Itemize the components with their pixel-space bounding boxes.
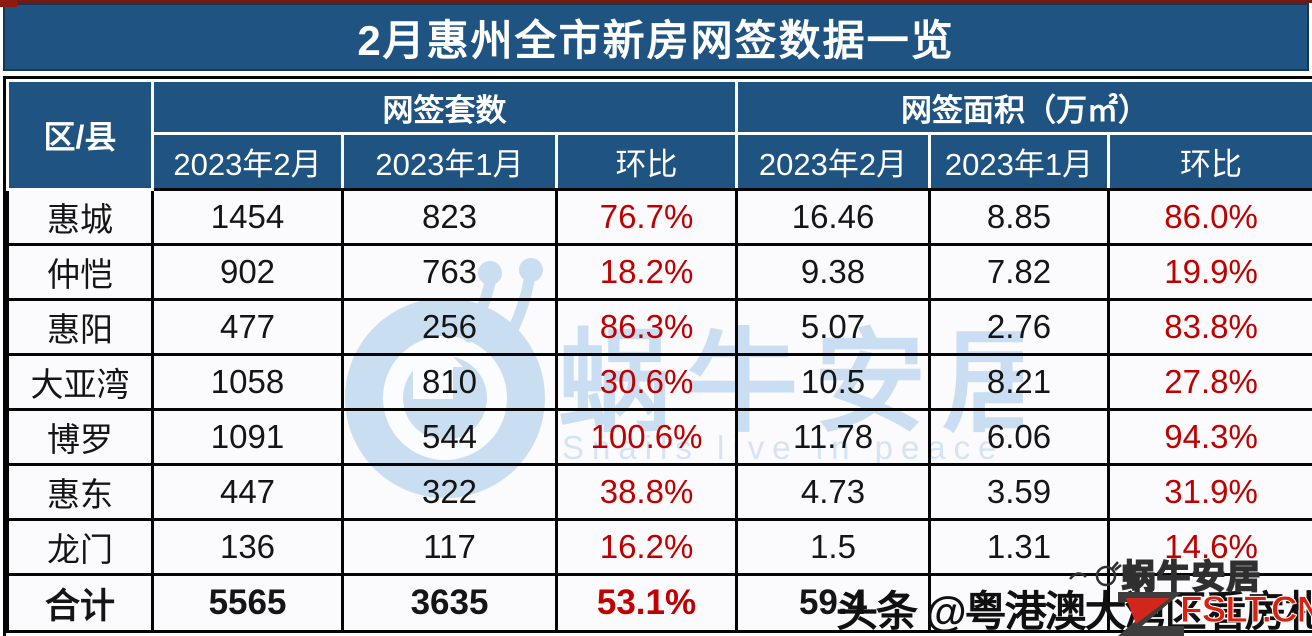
cell-area-jan: 6.06 bbox=[928, 408, 1111, 466]
cell-area-feb: 5.07 bbox=[735, 298, 932, 356]
cell-area-feb: 4.73 bbox=[735, 463, 932, 521]
cell-units-jan: 3635 bbox=[341, 573, 558, 633]
cell-area-mom: 83.8% bbox=[1107, 298, 1312, 356]
cell-units-mom: 53.1% bbox=[554, 573, 739, 633]
table-body: 惠城 1454 823 76.7% 16.46 8.85 86.0% 仲恺 90… bbox=[6, 188, 1312, 633]
cell-area-jan: 7.82 bbox=[928, 243, 1111, 301]
cell-units-jan: 117 bbox=[341, 518, 558, 576]
table-row: 惠东 447 322 38.8% 4.73 3.59 31.9% bbox=[6, 463, 1312, 521]
cell-area-feb: 1.5 bbox=[735, 518, 932, 576]
cell-area-mom: 19.9% bbox=[1107, 243, 1312, 301]
cell-units-feb: 902 bbox=[151, 243, 344, 301]
col-area-feb: 2023年2月 bbox=[735, 132, 932, 191]
cell-units-jan: 322 bbox=[341, 463, 558, 521]
cell-area-mom: 31.9% bbox=[1107, 463, 1312, 521]
cell-district: 合计 bbox=[6, 573, 154, 633]
header-group-row: 区/县 网签套数 网签面积（万㎡） bbox=[6, 79, 1312, 191]
cell-area-jan: 2.76 bbox=[928, 298, 1111, 356]
cell-units-jan: 544 bbox=[341, 408, 558, 466]
header-sub-row: 2023年2月 2023年1月 环比 2023年2月 2023年1月 环比 bbox=[8, 132, 1312, 191]
cell-units-feb: 1091 bbox=[151, 408, 344, 466]
cell-units-jan: 823 bbox=[341, 188, 558, 246]
cell-area-jan bbox=[928, 573, 1111, 633]
group-header-units: 网签套数 bbox=[150, 79, 739, 135]
cell-units-mom: 100.6% bbox=[554, 408, 739, 466]
cell-area-feb: 9.38 bbox=[735, 243, 932, 301]
data-table-wrapper: 蜗牛安居 Snails live in peace 区/县 网签套数 网签面积（… bbox=[3, 76, 1312, 636]
cell-district: 龙门 bbox=[6, 518, 154, 576]
cell-units-feb: 136 bbox=[151, 518, 344, 576]
cell-district: 惠城 bbox=[6, 188, 154, 246]
table-row: 惠阳 477 256 86.3% 5.07 2.76 83.8% bbox=[6, 298, 1312, 356]
cell-district: 大亚湾 bbox=[6, 353, 154, 411]
table-row: 博罗 1091 544 100.6% 11.78 6.06 94.3% bbox=[6, 408, 1312, 466]
cell-units-jan: 763 bbox=[341, 243, 558, 301]
cell-area-mom: 14.6% bbox=[1107, 518, 1312, 576]
cell-units-mom: 16.2% bbox=[554, 518, 739, 576]
signing-data-table: 区/县 网签套数 网签面积（万㎡） 2023年2月 2023年1月 环比 202… bbox=[6, 79, 1312, 633]
col-units-mom: 环比 bbox=[554, 132, 739, 191]
cell-area-jan: 8.85 bbox=[928, 188, 1111, 246]
cell-district: 博罗 bbox=[6, 408, 154, 466]
table-row: 龙门 136 117 16.2% 1.5 1.31 14.6% bbox=[6, 518, 1312, 576]
cell-area-feb: 11.78 bbox=[735, 408, 932, 466]
top-accent-line bbox=[0, 0, 1312, 3]
cell-units-mom: 86.3% bbox=[554, 298, 739, 356]
col-area-mom: 环比 bbox=[1107, 132, 1312, 191]
top-accent-notch bbox=[0, 0, 17, 7]
cell-units-feb: 1454 bbox=[151, 188, 344, 246]
title-bar: 2月惠州全市新房网签数据一览 bbox=[3, 3, 1309, 71]
cell-units-mom: 38.8% bbox=[554, 463, 739, 521]
cell-area-feb: 10.5 bbox=[735, 353, 932, 411]
cell-area-jan: 3.59 bbox=[928, 463, 1111, 521]
cell-units-mom: 30.6% bbox=[554, 353, 739, 411]
page-title: 2月惠州全市新房网签数据一览 bbox=[357, 16, 955, 64]
col-area-jan: 2023年1月 bbox=[928, 132, 1111, 191]
table-row: 惠城 1454 823 76.7% 16.46 8.85 86.0% bbox=[6, 188, 1312, 246]
cell-units-jan: 810 bbox=[341, 353, 558, 411]
cell-area-feb: 16.46 bbox=[735, 188, 932, 246]
group-header-area: 网签面积（万㎡） bbox=[735, 79, 1312, 135]
table-row: 仲恺 902 763 18.2% 9.38 7.82 19.9% bbox=[6, 243, 1312, 301]
cell-district: 惠阳 bbox=[6, 298, 154, 356]
cell-district: 惠东 bbox=[6, 463, 154, 521]
cell-area-mom: 94.3% bbox=[1107, 408, 1312, 466]
col-units-feb: 2023年2月 bbox=[151, 132, 344, 191]
cell-area-mom bbox=[1107, 573, 1312, 633]
cell-district: 仲恺 bbox=[6, 243, 154, 301]
cell-units-mom: 76.7% bbox=[554, 188, 739, 246]
table-row: 大亚湾 1058 810 30.6% 10.5 8.21 27.8% bbox=[6, 353, 1312, 411]
cell-units-feb: 5565 bbox=[151, 573, 344, 633]
cell-area-mom: 27.8% bbox=[1107, 353, 1312, 411]
cell-area-feb: 59.4 bbox=[735, 573, 932, 633]
cell-units-jan: 256 bbox=[341, 298, 558, 356]
cell-units-feb: 447 bbox=[151, 463, 344, 521]
cell-units-feb: 477 bbox=[151, 298, 344, 356]
cell-units-mom: 18.2% bbox=[554, 243, 739, 301]
col-units-jan: 2023年1月 bbox=[341, 132, 558, 191]
cell-units-feb: 1058 bbox=[151, 353, 344, 411]
table-row: 合计 5565 3635 53.1% 59.4 bbox=[6, 573, 1312, 633]
cell-area-mom: 86.0% bbox=[1107, 188, 1312, 246]
cell-area-jan: 1.31 bbox=[928, 518, 1111, 576]
corner-header: 区/县 bbox=[6, 79, 154, 191]
cell-area-jan: 8.21 bbox=[928, 353, 1111, 411]
